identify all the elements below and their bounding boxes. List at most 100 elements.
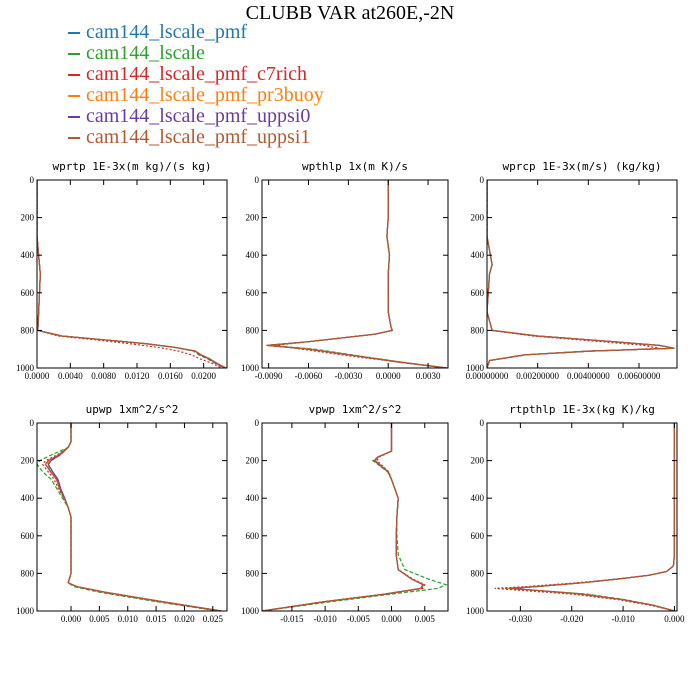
series-line bbox=[494, 423, 676, 611]
x-tick-label: 0.0120 bbox=[125, 371, 150, 381]
series-line bbox=[37, 180, 223, 368]
x-tick-label: -0.020 bbox=[560, 614, 584, 624]
series-group bbox=[37, 423, 222, 611]
series-line bbox=[262, 423, 425, 611]
series-line bbox=[510, 423, 676, 611]
series-line bbox=[487, 180, 675, 368]
panel-title: rtpthlp 1E-3x(kg K)/kg bbox=[509, 403, 655, 416]
x-tick-label: 0.0040 bbox=[58, 371, 83, 381]
series-line bbox=[37, 180, 225, 368]
legend-swatch bbox=[68, 31, 80, 34]
legend-label: cam144_lscale_pmf_uppsi1 bbox=[86, 126, 311, 148]
series-line bbox=[37, 180, 227, 368]
x-tick-label: 0.0080 bbox=[91, 371, 116, 381]
y-tick-label: 200 bbox=[21, 456, 35, 466]
y-tick-label: 0 bbox=[255, 418, 260, 428]
y-tick-label: 1000 bbox=[16, 606, 35, 616]
y-tick-label: 0 bbox=[30, 175, 35, 185]
panel-title: wprcp 1E-3x(m/s) (kg/kg) bbox=[503, 160, 662, 173]
series-line bbox=[267, 180, 447, 368]
x-tick-label: 0.00200000 bbox=[516, 371, 559, 381]
series-line bbox=[37, 180, 227, 368]
x-tick-label: 0.0160 bbox=[158, 371, 183, 381]
plot-frame bbox=[36, 179, 228, 369]
legend-label: cam144_lscale_pmf bbox=[86, 21, 248, 43]
chart-panel: wprtp 1E-3x(m kg)/(s kg) 0 200 400 600 800 100… bbox=[16, 160, 228, 381]
series-line bbox=[509, 423, 676, 611]
series-group bbox=[262, 423, 448, 611]
series-line bbox=[37, 180, 226, 368]
chart-panel: rtpthlp 1E-3x(kg K)/kg 0 200 400 600 800 1000 -… bbox=[466, 403, 685, 624]
series-line bbox=[47, 423, 222, 611]
x-tick-label: -0.030 bbox=[509, 614, 533, 624]
x-tick-label: 0.00000000 bbox=[466, 371, 509, 381]
x-tick-label: -0.015 bbox=[280, 614, 304, 624]
plot-frame bbox=[486, 422, 678, 612]
legend-label: cam144_lscale bbox=[86, 42, 205, 64]
plot-frame bbox=[486, 179, 678, 369]
y-tick-label: 1000 bbox=[241, 363, 260, 373]
legend-label: cam144_lscale_pmf_uppsi0 bbox=[86, 105, 311, 127]
series-line bbox=[267, 180, 447, 368]
y-tick-label: 400 bbox=[246, 250, 260, 260]
y-tick-label: 800 bbox=[21, 325, 35, 335]
plot-frame bbox=[36, 422, 228, 612]
series-line bbox=[269, 180, 447, 368]
x-tick-label: -0.0090 bbox=[255, 371, 283, 381]
y-tick-label: 600 bbox=[471, 288, 485, 298]
series-line bbox=[262, 423, 424, 611]
y-tick-label: 200 bbox=[471, 213, 485, 223]
panel-title: upwp 1xm^2/s^2 bbox=[86, 403, 179, 416]
y-tick-label: 1000 bbox=[466, 606, 485, 616]
y-tick-label: 600 bbox=[21, 531, 35, 541]
series-group bbox=[487, 180, 675, 368]
series-line bbox=[262, 423, 426, 611]
figure-title: CLUBB VAR at260E,-2N bbox=[245, 2, 455, 24]
chart-panel: vpwp 1xm^2/s^2 0 200 400 600 800 1000 -0.015 -0.… bbox=[241, 403, 449, 624]
series-line bbox=[44, 423, 222, 611]
legend-label: cam144_lscale_pmf_c7rich bbox=[86, 63, 308, 85]
y-tick-label: 600 bbox=[21, 288, 35, 298]
series-line bbox=[510, 423, 676, 611]
legend-label: cam144_lscale_pmf_pr3buoy bbox=[86, 84, 324, 106]
y-tick-label: 200 bbox=[246, 213, 260, 223]
legend-item: cam144_lscale_pmf_pr3buoy bbox=[68, 84, 324, 106]
legend-item: cam144_lscale_pmf_c7rich bbox=[68, 63, 324, 85]
y-tick-label: 800 bbox=[471, 568, 485, 578]
y-tick-label: 400 bbox=[471, 493, 485, 503]
panel-title: wprtp 1E-3x(m kg)/(s kg) bbox=[53, 160, 212, 173]
x-tick-label: 0.025 bbox=[203, 614, 224, 624]
x-tick-label: 0.0000 bbox=[25, 371, 50, 381]
y-tick-label: 1000 bbox=[241, 606, 260, 616]
x-tick-label: 0.020 bbox=[174, 614, 195, 624]
y-tick-label: 200 bbox=[21, 213, 35, 223]
x-tick-label: 0.00600000 bbox=[618, 371, 661, 381]
series-line bbox=[262, 423, 425, 611]
y-tick-label: 0 bbox=[255, 175, 260, 185]
series-group bbox=[494, 423, 676, 611]
panel-title: vpwp 1xm^2/s^2 bbox=[309, 403, 402, 416]
series-line bbox=[46, 423, 222, 611]
x-tick-label: -0.005 bbox=[347, 614, 371, 624]
series-line bbox=[487, 180, 660, 368]
y-tick-label: 800 bbox=[471, 325, 485, 335]
legend-item: cam144_lscale_pmf_uppsi1 bbox=[68, 126, 324, 148]
x-tick-label: 0.0000 bbox=[376, 371, 401, 381]
x-tick-label: 0.00400000 bbox=[567, 371, 610, 381]
series-line bbox=[37, 423, 219, 611]
x-tick-label: 0.000 bbox=[61, 614, 82, 624]
series-line bbox=[504, 423, 676, 611]
x-tick-label: 0.000 bbox=[381, 614, 402, 624]
legend-swatch bbox=[68, 52, 80, 55]
y-tick-label: 200 bbox=[471, 456, 485, 466]
y-tick-label: 800 bbox=[21, 568, 35, 578]
y-tick-label: 400 bbox=[471, 250, 485, 260]
chart-panel: wprcp 1E-3x(m/s) (kg/kg) 0 200 400 600 800 100… bbox=[466, 160, 678, 381]
x-tick-label: -0.0060 bbox=[295, 371, 323, 381]
x-tick-label: 0.0200 bbox=[191, 371, 216, 381]
legend-swatch bbox=[68, 136, 80, 139]
y-tick-label: 400 bbox=[21, 493, 35, 503]
y-tick-label: 1000 bbox=[16, 363, 35, 373]
series-line bbox=[267, 180, 447, 368]
x-tick-label: -0.010 bbox=[313, 614, 337, 624]
